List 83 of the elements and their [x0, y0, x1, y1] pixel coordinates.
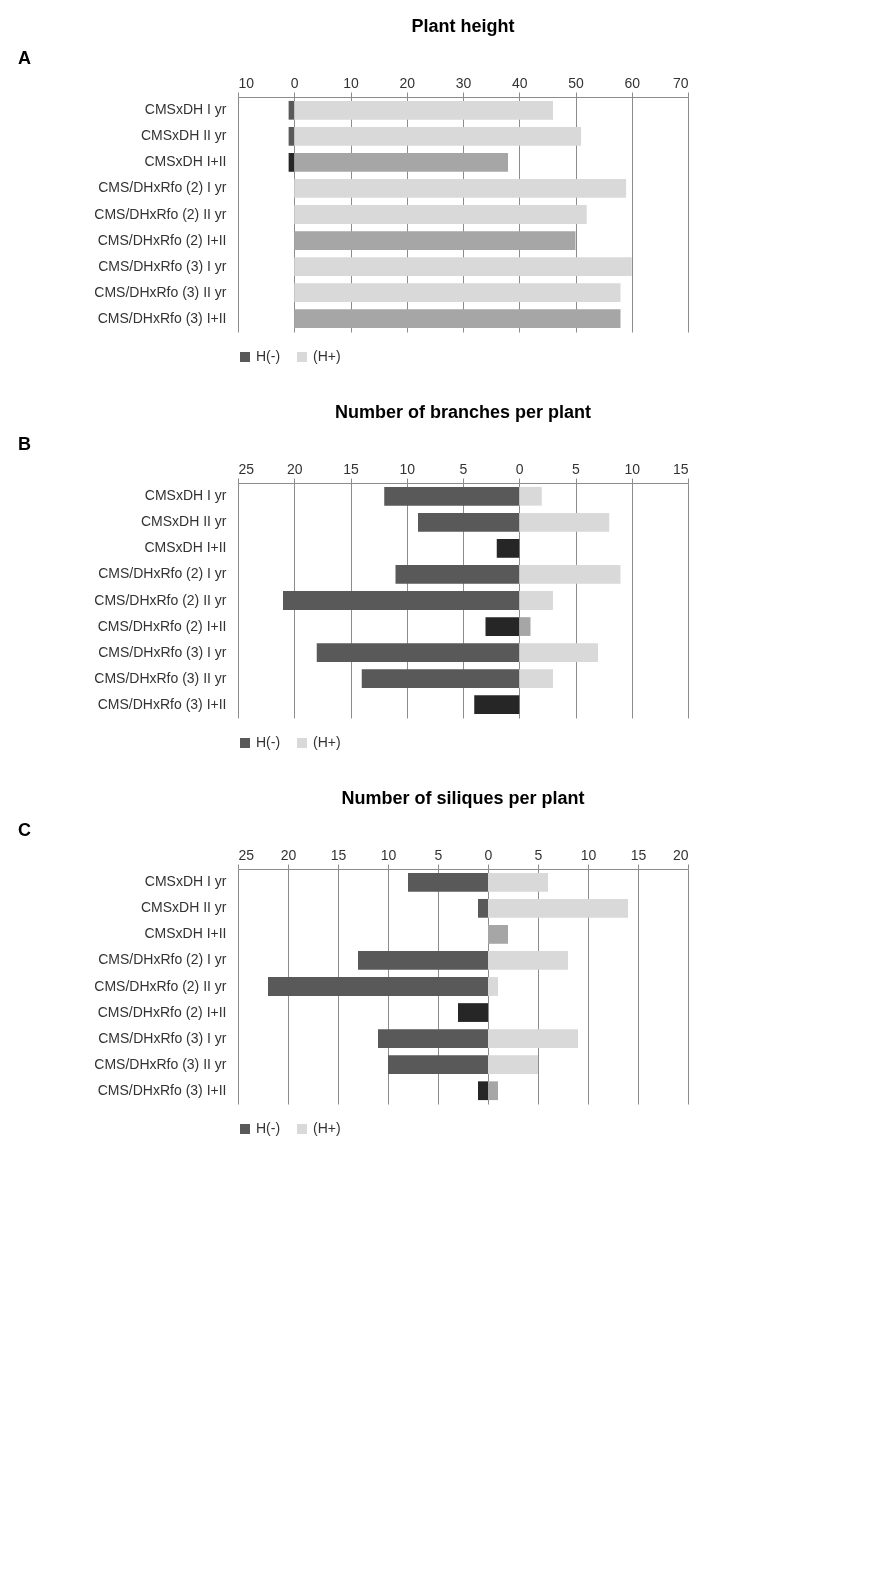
x-tick-label: 20: [672, 846, 689, 863]
y-tick-label: CMS/DHxRfo (2) II yr: [94, 205, 227, 222]
x-tick-label: 5: [534, 846, 543, 863]
y-tick-label: CMS/DHxRfo (2) I+II: [97, 231, 227, 248]
y-tick-label: CMSxDH I+II: [144, 925, 227, 942]
x-tick-label: 50: [568, 74, 584, 91]
bar: [488, 925, 508, 944]
y-tick-label: CMS/DHxRfo (3) I+II: [97, 695, 227, 712]
x-tick-label: 10: [238, 74, 255, 91]
bar: [478, 1081, 488, 1101]
bar: [408, 872, 488, 892]
y-tick-label: CMS/DHxRfo (3) I+II: [97, 1081, 227, 1098]
y-tick-label: CMS/DHxRfo (3) II yr: [94, 669, 227, 686]
y-tick-label: CMSxDH II yr: [140, 127, 227, 144]
x-tick-label: 5: [459, 460, 468, 477]
x-tick-label: 60: [624, 74, 641, 91]
y-tick-label: CMS/DHxRfo (2) I yr: [98, 951, 227, 968]
x-tick-label: 15: [330, 846, 347, 863]
text: A: [18, 48, 31, 68]
legend-label: H(-): [256, 348, 281, 364]
x-tick-label: 20: [399, 74, 416, 91]
y-tick-label: CMSxDH I+II: [144, 153, 227, 170]
text: C: [18, 820, 31, 840]
bar: [488, 898, 628, 918]
bar: [488, 977, 498, 996]
legend-label: (H+): [313, 1120, 341, 1136]
chart-title: Number of branches per plant: [334, 402, 592, 422]
legend-label: H(-): [256, 734, 281, 750]
bar: [488, 1055, 538, 1075]
x-tick-label: 10: [624, 460, 641, 477]
y-tick-label: CMS/DHxRfo (3) II yr: [94, 283, 227, 300]
y-tick-label: CMSxDH I yr: [144, 873, 227, 890]
x-tick-label: 5: [572, 460, 581, 477]
bar: [488, 1081, 498, 1101]
y-tick-label: CMSxDH I yr: [144, 487, 227, 504]
bar: [478, 898, 488, 918]
legend-label: (H+): [313, 348, 341, 364]
y-tick-label: CMSxDH II yr: [140, 899, 227, 916]
x-tick-label: 0: [290, 74, 299, 91]
x-tick-label: 25: [238, 846, 255, 863]
legend-label: H(-): [256, 1120, 281, 1136]
bar: [268, 977, 488, 996]
y-tick-label: CMS/DHxRfo (2) II yr: [94, 591, 227, 608]
text: B: [18, 434, 31, 454]
x-tick-label: 15: [672, 460, 689, 477]
y-tick-label: CMS/DHxRfo (3) I yr: [98, 257, 227, 274]
x-tick-label: 10: [380, 846, 397, 863]
x-tick-label: 20: [286, 460, 303, 477]
x-tick-label: 70: [672, 74, 689, 91]
bar: [358, 951, 488, 970]
x-tick-label: 40: [511, 74, 528, 91]
x-tick-label: 30: [455, 74, 472, 91]
x-tick-label: 10: [399, 460, 416, 477]
x-tick-label: 0: [515, 460, 524, 477]
x-tick-label: 10: [580, 846, 597, 863]
y-tick-label: CMS/DHxRfo (2) I+II: [97, 1003, 227, 1020]
y-tick-label: CMS/DHxRfo (2) I yr: [98, 179, 227, 196]
x-tick-label: 10: [343, 74, 359, 91]
chart-title: Number of siliques per plant: [341, 788, 585, 808]
y-tick-label: CMS/DHxRfo (3) I yr: [98, 643, 227, 660]
x-tick-label: 15: [343, 460, 359, 477]
y-tick-label: CMSxDH II yr: [140, 513, 227, 530]
chart-title: Plant height: [411, 16, 515, 36]
x-tick-label: 25: [238, 460, 255, 477]
x-tick-label: 5: [434, 846, 443, 863]
bar: [488, 872, 548, 892]
y-tick-label: CMS/DHxRfo (3) II yr: [94, 1055, 227, 1072]
y-tick-label: CMS/DHxRfo (3) I yr: [98, 1029, 227, 1046]
bar: [488, 951, 568, 970]
x-tick-label: 15: [630, 846, 647, 863]
y-tick-label: CMSxDH I+II: [144, 539, 227, 556]
bar: [458, 1003, 488, 1022]
x-tick-label: 20: [280, 846, 297, 863]
bar: [488, 1029, 578, 1048]
y-tick-label: CMSxDH I yr: [144, 101, 227, 118]
y-tick-label: CMS/DHxRfo (2) II yr: [94, 977, 227, 994]
legend-label: (H+): [313, 734, 341, 750]
bar: [378, 1029, 488, 1048]
y-tick-label: CMS/DHxRfo (3) I+II: [97, 309, 227, 326]
y-tick-label: CMS/DHxRfo (2) I+II: [97, 617, 227, 634]
bar: [388, 1055, 488, 1075]
x-tick-label: 0: [484, 846, 493, 863]
y-tick-label: CMS/DHxRfo (2) I yr: [98, 565, 227, 582]
